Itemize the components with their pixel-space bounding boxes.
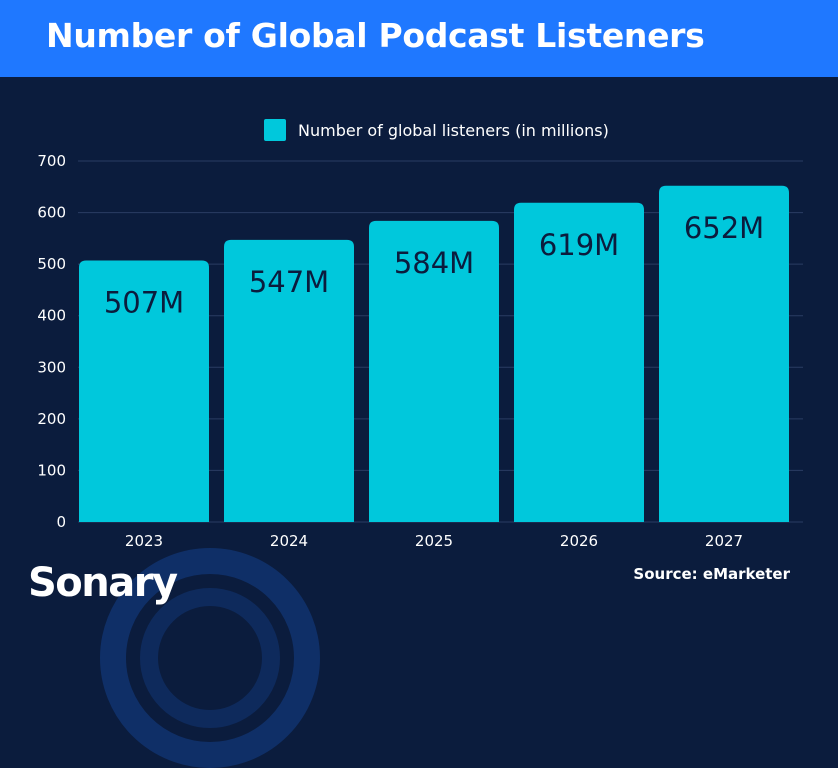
y-tick-label: 600 (37, 204, 66, 222)
y-tick-label: 200 (37, 410, 66, 428)
bar (224, 239, 354, 522)
legend-label: Number of global listeners (in millions) (298, 120, 609, 140)
chart-title: Number of Global Podcast Listeners (46, 16, 705, 55)
bar (369, 220, 499, 522)
sonary-logo: Sonary (28, 560, 178, 606)
y-tick-label: 100 (37, 461, 66, 479)
bar-data-label: 584M (394, 246, 474, 280)
legend-swatch (264, 119, 286, 141)
logo-decoration-inner (140, 588, 280, 728)
legend: Number of global listeners (in millions) (264, 119, 609, 141)
x-tick-label: 2025 (415, 532, 453, 550)
bar-data-label: 547M (249, 265, 329, 299)
y-tick-label: 500 (37, 255, 66, 273)
bar-data-label: 652M (684, 211, 764, 245)
y-tick-label: 300 (37, 358, 66, 376)
x-tick-label: 2023 (125, 532, 163, 550)
bar (514, 202, 644, 522)
bar (79, 260, 209, 522)
y-tick-label: 0 (56, 513, 66, 531)
bar-data-label: 507M (104, 286, 184, 320)
bar-chart: 0 100 200 300 400 500 600 700 507M 2023 547M 2024 58… (37, 152, 803, 550)
x-tick-label: 2026 (560, 532, 598, 550)
x-tick-label: 2024 (270, 532, 308, 550)
bar (659, 185, 789, 523)
y-tick-label: 700 (37, 152, 66, 170)
bar-data-label: 619M (539, 228, 619, 262)
y-tick-label: 400 (37, 307, 66, 325)
x-tick-label: 2027 (705, 532, 743, 550)
source-note: Source: eMarketer (633, 565, 790, 583)
header-banner: Number of Global Podcast Listeners (0, 0, 838, 77)
